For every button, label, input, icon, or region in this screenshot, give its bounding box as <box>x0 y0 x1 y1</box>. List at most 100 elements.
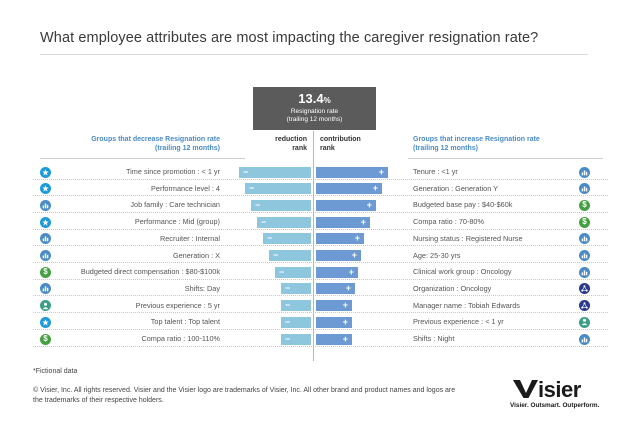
decrease-bar: − <box>275 266 311 278</box>
right-header-rule <box>408 158 603 159</box>
row-divider <box>33 211 608 213</box>
footnote: *Fictional data <box>33 368 78 375</box>
person-icon <box>40 300 51 312</box>
star-icon <box>40 316 51 328</box>
decrease-bar: − <box>239 166 311 178</box>
minus-sign: − <box>285 316 291 327</box>
row-divider <box>33 195 608 197</box>
bar-chart-icon <box>579 166 590 178</box>
decrease-bar: − <box>257 216 311 228</box>
increase-bar: + <box>316 316 352 328</box>
kpi-line1: Resignation rate <box>290 108 339 115</box>
minus-sign: − <box>243 166 249 177</box>
decrease-group-label: Budgeted direct compensation : $80-$100k <box>80 267 220 277</box>
increase-group-label: Tenure : <1 yr <box>413 167 458 176</box>
dollar-icon: $ <box>40 333 51 345</box>
left-header-rule <box>40 158 245 159</box>
decrease-bar: − <box>281 316 311 328</box>
minus-sign: − <box>279 266 285 277</box>
increase-bar: + <box>316 250 361 261</box>
dollar-icon: $ <box>579 216 590 228</box>
minus-sign: − <box>273 250 279 260</box>
title-divider <box>40 54 588 55</box>
decrease-group-label: Recruiter : Internal <box>159 233 220 243</box>
minus-sign: − <box>267 233 273 244</box>
decrease-bar: − <box>263 233 311 245</box>
reduction-rank-header: reduction rank <box>275 136 307 152</box>
decrease-bar: − <box>251 199 311 211</box>
star-icon <box>40 166 51 178</box>
increase-group-label: Organization : Oncology <box>413 283 492 293</box>
plus-sign: + <box>354 233 360 244</box>
minus-sign: − <box>255 199 261 210</box>
star-icon <box>40 216 51 228</box>
bar-chart-icon <box>579 266 590 278</box>
decrease-group-label: Performance level : 4 <box>151 183 220 193</box>
increase-group-label: Compa ratio : 70-80% <box>413 217 484 227</box>
logo-wordmark: isier <box>538 377 582 400</box>
minus-sign: − <box>285 300 291 311</box>
increase-bar: + <box>316 233 364 245</box>
plus-sign: + <box>351 250 357 260</box>
decrease-group-label: Shifts: Day <box>184 283 220 293</box>
bar-chart-icon <box>579 250 590 261</box>
row-divider <box>33 345 608 347</box>
minus-sign: − <box>285 333 291 344</box>
decrease-group-label: Time since promotion : < 1 yr <box>125 167 220 176</box>
bar-chart-icon <box>579 183 590 195</box>
plus-sign: + <box>360 216 366 227</box>
minus-sign: − <box>261 216 267 227</box>
decrease-group-label: Job family : Care technician <box>130 200 220 210</box>
plus-sign: + <box>378 166 384 177</box>
row-divider <box>33 262 608 263</box>
bar-chart-icon <box>40 233 51 245</box>
row-divider <box>33 245 608 247</box>
row-divider <box>33 328 608 330</box>
chart-title: What employee attributes are most impact… <box>40 30 539 46</box>
increase-bar: + <box>316 300 352 312</box>
dollar-icon: $ <box>579 199 590 211</box>
increase-group-label: Age: 25-30 yrs <box>413 250 461 260</box>
increase-bar: + <box>316 216 370 228</box>
increase-bar: + <box>316 266 358 278</box>
star-icon <box>40 183 51 195</box>
visier-logo-mark: isier <box>513 377 582 402</box>
plus-sign: + <box>342 316 348 327</box>
left-header: Groups that decrease Resignation rate (tr… <box>91 136 220 152</box>
plus-sign: + <box>366 199 372 210</box>
decrease-bar: − <box>245 183 311 195</box>
minus-sign: − <box>285 283 291 294</box>
plus-sign: + <box>345 283 351 294</box>
decrease-bar: − <box>281 300 311 312</box>
bar-chart-icon <box>40 199 51 211</box>
decrease-bar: − <box>281 333 311 345</box>
bar-chart-icon <box>40 250 51 261</box>
bar-chart-icon <box>40 283 51 295</box>
decrease-group-label: Performance : Mid (group) <box>134 217 220 227</box>
brand-tagline: Visier. Outsmart. Outperform. <box>510 402 600 409</box>
row-divider <box>33 312 608 314</box>
increase-bar: + <box>316 183 382 195</box>
visier-logo: isier <box>511 376 597 406</box>
decrease-bar: − <box>269 250 311 261</box>
decrease-bar: − <box>281 283 311 295</box>
row-divider <box>33 278 608 280</box>
increase-group-label: Clinical work group : Oncology <box>413 267 512 277</box>
increase-group-label: Shifts : Night <box>413 334 455 343</box>
increase-group-label: Previous experience : < 1 yr <box>413 317 504 327</box>
copyright-text: © Visier, Inc. All rights reserved. Visi… <box>33 387 456 404</box>
dollar-icon: $ <box>40 266 51 278</box>
minus-sign: − <box>249 183 255 194</box>
kpi-value: 13.4% <box>298 91 331 106</box>
row-divider <box>33 295 608 297</box>
plus-sign: + <box>342 300 348 311</box>
decrease-group-label: Compa ratio : 100-110% <box>141 334 220 343</box>
kpi-box: 13.4% Resignation rate (trailing 12 mont… <box>253 87 376 130</box>
plus-sign: + <box>372 183 378 194</box>
decrease-group-label: Top talent : Top talent <box>150 317 220 327</box>
increase-bar: + <box>316 199 376 211</box>
increase-group-label: Generation : Generation Y <box>413 183 499 193</box>
right-header: Groups that increase Resignation rate (tr… <box>413 136 540 152</box>
bar-chart-icon <box>579 233 590 245</box>
kpi-line2: (trailing 12 months) <box>286 115 343 123</box>
